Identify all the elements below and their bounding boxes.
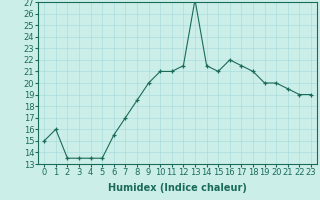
X-axis label: Humidex (Indice chaleur): Humidex (Indice chaleur)	[108, 183, 247, 193]
